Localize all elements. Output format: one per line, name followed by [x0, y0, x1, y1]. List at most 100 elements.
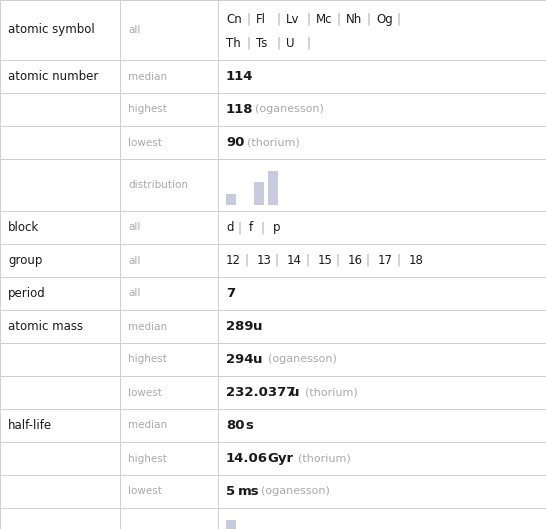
Bar: [268, 171, 278, 205]
Bar: [218, 211, 546, 244]
Text: |: |: [396, 13, 400, 26]
Text: 14: 14: [287, 254, 302, 267]
Text: Th: Th: [226, 37, 241, 50]
Text: 90: 90: [226, 136, 245, 149]
Bar: [0, 310, 120, 343]
Bar: [120, 93, 218, 126]
Text: p: p: [272, 221, 280, 234]
Text: all: all: [128, 25, 140, 35]
Bar: [218, 126, 546, 159]
Text: Mc: Mc: [316, 13, 333, 26]
Bar: [0, 475, 120, 508]
Text: Og: Og: [376, 13, 393, 26]
Text: lowest: lowest: [128, 388, 162, 397]
Bar: [120, 126, 218, 159]
Bar: [218, 277, 546, 310]
Bar: [254, 183, 264, 205]
Text: highest: highest: [128, 105, 167, 114]
Text: |: |: [246, 13, 250, 26]
Text: block: block: [8, 221, 39, 234]
Bar: [218, 376, 546, 409]
Bar: [120, 211, 218, 244]
Text: u: u: [252, 353, 262, 366]
Text: 294: 294: [226, 353, 253, 366]
Bar: [120, 159, 218, 211]
Text: |: |: [245, 254, 248, 267]
Text: median: median: [128, 71, 167, 81]
Text: 13: 13: [257, 254, 271, 267]
Bar: [120, 277, 218, 310]
Text: Nh: Nh: [346, 13, 362, 26]
Bar: [0, 508, 120, 529]
Bar: [218, 508, 546, 529]
Text: |: |: [336, 13, 340, 26]
Bar: [0, 0, 120, 60]
Bar: [218, 442, 546, 475]
Text: atomic mass: atomic mass: [8, 320, 83, 333]
Bar: [226, 520, 236, 529]
Text: distribution: distribution: [128, 180, 188, 190]
Text: |: |: [260, 221, 264, 234]
Text: (thorium): (thorium): [306, 388, 358, 397]
Text: half-life: half-life: [8, 419, 52, 432]
Bar: [120, 0, 218, 60]
Text: |: |: [396, 254, 400, 267]
Bar: [0, 442, 120, 475]
Text: period: period: [8, 287, 46, 300]
Text: atomic symbol: atomic symbol: [8, 23, 95, 37]
Text: u: u: [290, 386, 300, 399]
Bar: [120, 508, 218, 529]
Text: highest: highest: [128, 354, 167, 364]
Bar: [120, 343, 218, 376]
Bar: [218, 310, 546, 343]
Text: (oganesson): (oganesson): [268, 354, 337, 364]
Text: |: |: [305, 254, 309, 267]
Bar: [0, 343, 120, 376]
Text: s: s: [245, 419, 253, 432]
Bar: [120, 310, 218, 343]
Text: 232.0377: 232.0377: [226, 386, 295, 399]
Text: |: |: [366, 13, 370, 26]
Text: d: d: [226, 221, 234, 234]
Bar: [226, 194, 236, 205]
Text: 18: 18: [408, 254, 423, 267]
Text: 289: 289: [226, 320, 253, 333]
Text: Gyr: Gyr: [268, 452, 294, 465]
Text: 118: 118: [226, 103, 253, 116]
Bar: [0, 126, 120, 159]
Bar: [218, 244, 546, 277]
Bar: [218, 475, 546, 508]
Bar: [120, 60, 218, 93]
Text: |: |: [246, 37, 250, 50]
Text: u: u: [252, 320, 262, 333]
Bar: [0, 211, 120, 244]
Text: 5: 5: [226, 485, 235, 498]
Bar: [218, 60, 546, 93]
Bar: [120, 442, 218, 475]
Text: Lv: Lv: [286, 13, 300, 26]
Text: lowest: lowest: [128, 487, 162, 497]
Bar: [218, 159, 546, 211]
Bar: [0, 60, 120, 93]
Text: 15: 15: [317, 254, 332, 267]
Bar: [0, 159, 120, 211]
Text: Cn: Cn: [226, 13, 242, 26]
Text: 17: 17: [378, 254, 393, 267]
Text: |: |: [366, 254, 370, 267]
Text: all: all: [128, 223, 140, 233]
Bar: [0, 376, 120, 409]
Text: (thorium): (thorium): [298, 453, 351, 463]
Bar: [0, 277, 120, 310]
Text: Fl: Fl: [256, 13, 266, 26]
Text: (oganesson): (oganesson): [254, 105, 323, 114]
Bar: [0, 409, 120, 442]
Text: |: |: [306, 13, 310, 26]
Bar: [120, 376, 218, 409]
Text: 12: 12: [226, 254, 241, 267]
Text: all: all: [128, 256, 140, 266]
Text: U: U: [286, 37, 294, 50]
Text: group: group: [8, 254, 43, 267]
Bar: [120, 475, 218, 508]
Text: 14.06: 14.06: [226, 452, 268, 465]
Text: f: f: [249, 221, 253, 234]
